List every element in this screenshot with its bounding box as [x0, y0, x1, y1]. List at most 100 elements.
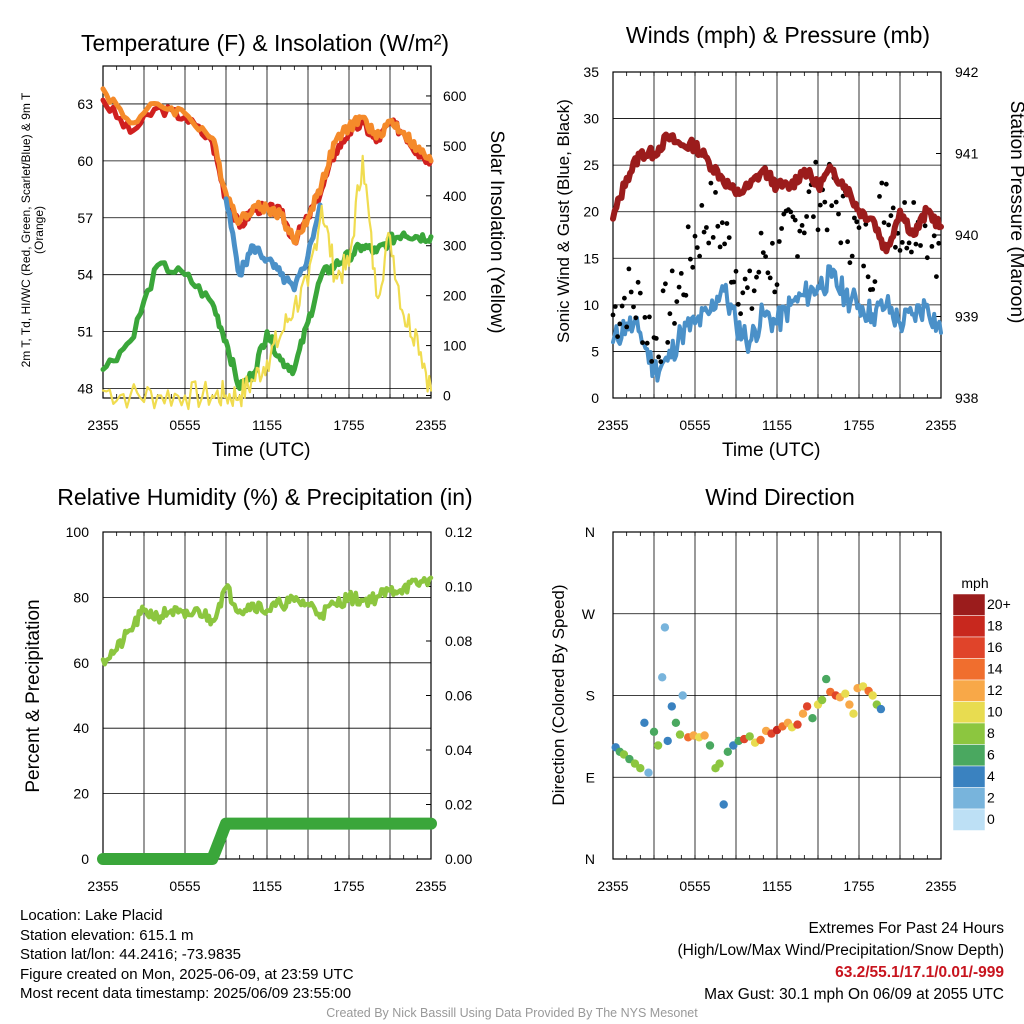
gust-point — [715, 223, 721, 229]
gust-point — [656, 354, 661, 360]
legend-title: mph — [961, 575, 988, 591]
left-y-tick-label: 60 — [77, 153, 93, 169]
gust-point — [635, 279, 641, 285]
temp-title-text: Temperature (F) & Insolation (W/m²) — [80, 30, 450, 56]
solar-series-line — [101, 154, 433, 411]
gust-point — [660, 288, 666, 294]
legend-label: 4 — [987, 768, 995, 784]
gust-point — [899, 240, 905, 245]
x-tick-label: 0555 — [679, 878, 710, 894]
gust-point — [722, 241, 727, 247]
right-y-tick-label: 0.02 — [445, 797, 472, 813]
gust-point — [792, 217, 798, 223]
hiwc-series-line — [223, 196, 323, 293]
x-tick-label: 2355 — [597, 417, 628, 433]
gust-point — [847, 260, 853, 266]
legend-label: 12 — [987, 682, 1003, 698]
gust-point — [626, 266, 632, 272]
gust-point — [685, 224, 691, 230]
elevation-text: Station elevation: 615.1 m — [20, 926, 194, 944]
direction-point — [793, 720, 802, 729]
max-gust-text: Max Gust: 30.1 mph On 06/09 at 2055 UTC — [704, 986, 1004, 1003]
gust-point — [617, 321, 623, 327]
legend-swatch — [952, 658, 986, 681]
gust-point — [674, 299, 680, 304]
gust-point — [788, 209, 794, 215]
gust-point — [804, 214, 809, 219]
gust-point — [683, 292, 689, 298]
x-tick-label: 2355 — [415, 878, 446, 894]
gust-point — [669, 268, 675, 274]
gust-point — [631, 304, 636, 310]
gust-point — [637, 290, 643, 296]
right-y-tick-label: 0.12 — [445, 524, 472, 540]
gust-point — [676, 284, 682, 290]
x-tick-label: 1755 — [333, 878, 364, 894]
x-tick-label: 1155 — [252, 417, 282, 433]
right-y-tick-label: 0.10 — [445, 579, 472, 595]
gust-point — [747, 268, 753, 274]
gust-point — [849, 253, 855, 259]
gust-point — [934, 274, 939, 279]
left-y-tick-label: 0 — [81, 851, 89, 867]
legend-swatch — [952, 593, 986, 616]
temp-panel-title: Temperature (F) & Insolation (W/m²) — [40, 30, 490, 57]
right-y-tick-label: 0.08 — [445, 633, 472, 649]
gust-point — [897, 248, 903, 253]
direction-point — [649, 727, 659, 736]
direction-point — [675, 730, 685, 739]
direction-point — [719, 800, 728, 809]
right-y-tick-label: 0.00 — [445, 851, 472, 867]
left-y-tick-label: 57 — [77, 210, 93, 226]
direction-point — [644, 768, 653, 777]
gust-point — [824, 227, 830, 233]
left-y-tick-label: 40 — [73, 720, 89, 736]
direction-point — [671, 718, 681, 727]
gust-point — [653, 336, 659, 341]
left-y-tick-label: 100 — [66, 524, 90, 540]
gust-point — [615, 334, 620, 339]
gust-point — [688, 256, 693, 262]
direction-point — [705, 741, 715, 750]
gust-point — [817, 202, 823, 208]
gust-point — [633, 315, 639, 321]
left-y-tick-label: 60 — [73, 655, 89, 671]
legend-swatch — [952, 615, 986, 638]
gust-point — [883, 181, 889, 187]
gust-point — [667, 311, 673, 317]
speed-color-legend: mph 20+ 18 16 14 12 10 8 6 4 2 0 — [952, 575, 1011, 831]
dir-title-text: Wind Direction — [705, 484, 855, 510]
x-tick-label: 2355 — [597, 878, 628, 894]
direction-point — [700, 731, 709, 740]
latlon-text: Station lat/lon: 44.2416; -73.9835 — [20, 946, 242, 963]
gust-point — [726, 235, 732, 241]
gust-point — [767, 275, 773, 281]
gust-point — [642, 315, 648, 320]
direction-point — [653, 741, 663, 750]
gust-point — [813, 159, 819, 165]
direction-tick-label: N — [585, 524, 595, 540]
gust-point — [699, 203, 705, 208]
gust-point — [795, 254, 800, 259]
left-y-tick-label: 5 — [591, 343, 599, 359]
legend-swatch — [952, 787, 986, 810]
direction-point — [849, 709, 858, 718]
gust-point — [854, 219, 860, 225]
gust-point — [913, 241, 919, 247]
direction-point — [663, 736, 672, 746]
location-text: Location: Lake Placid — [20, 907, 163, 924]
wind-pressure-chart: 2355 0555 1155 1755 2355 0 5 10 15 20 25 30 35 938 939… — [583, 64, 978, 433]
x-tick-label: 2355 — [925, 878, 956, 894]
legend-swatch — [952, 722, 986, 745]
extremes-info: Extremes For Past 24 Hours (High/Low/Max… — [678, 918, 1005, 1006]
right-y-tick-label: 0.04 — [445, 742, 472, 758]
gust-point — [776, 239, 782, 244]
x-tick-label: 1755 — [843, 417, 874, 433]
x-tick-label: 2355 — [87, 417, 118, 433]
gust-point — [770, 240, 775, 246]
gust-point — [886, 222, 891, 228]
direction-point — [640, 718, 649, 727]
x-tick-label: 0555 — [169, 878, 200, 894]
direction-tick-label: N — [585, 851, 595, 867]
x-tick-label: 1155 — [762, 878, 792, 894]
